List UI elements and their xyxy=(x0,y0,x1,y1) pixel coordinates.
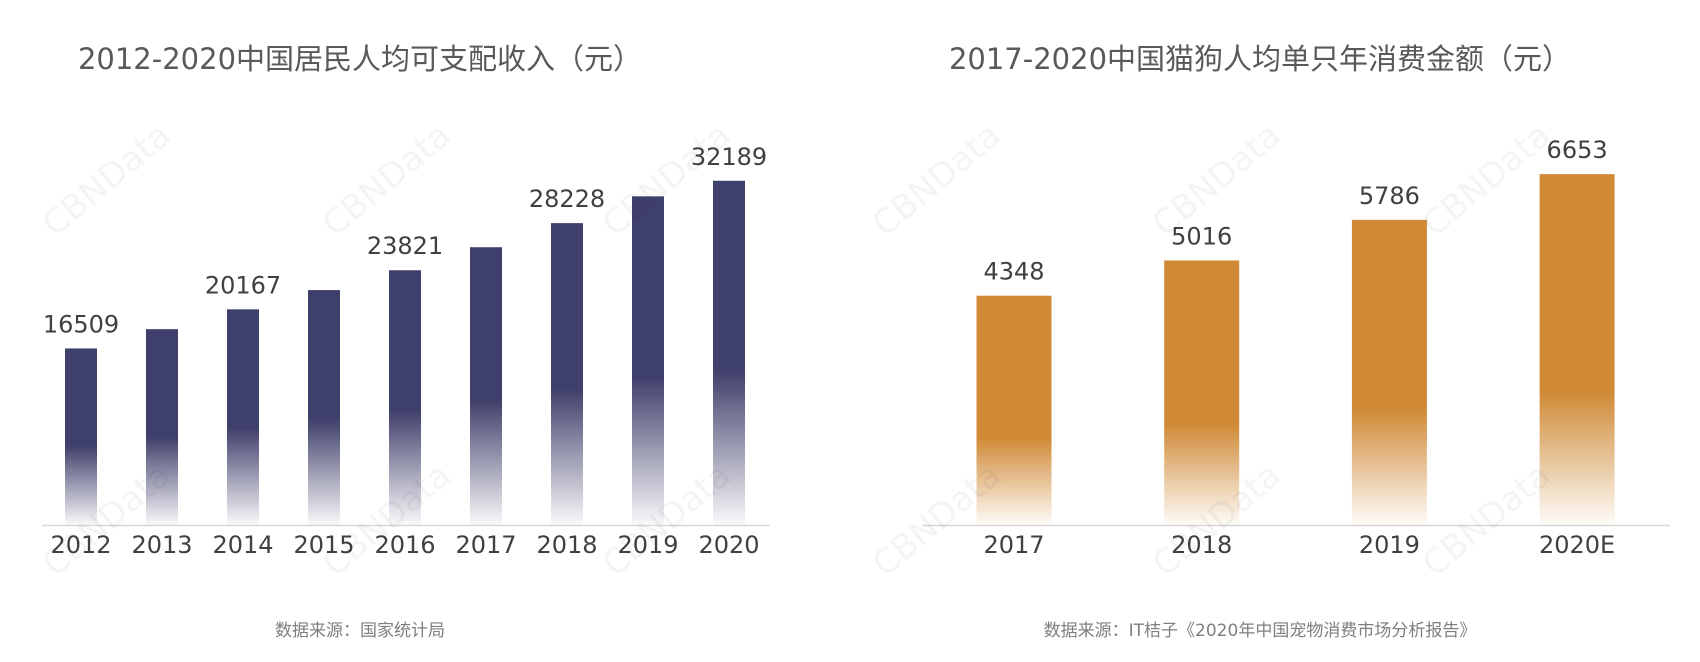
chart-panel-pet-spending: 2017-2020中国猫狗人均单只年消费金额（元） 4348 2017 5016 20… xyxy=(850,0,1700,662)
tick-label-2014: 2014 xyxy=(212,531,273,559)
tick-label-2019: 2019 xyxy=(617,531,678,559)
tick-label-2015: 2015 xyxy=(293,531,354,559)
tick-label-2017: 2017 xyxy=(983,531,1044,559)
source-note: 数据来源：IT桔子《2020年中国宠物消费市场分析报告》 xyxy=(1043,621,1477,641)
tick-label-2020E: 2020E xyxy=(1539,531,1615,559)
data-label-2020E: 6653 xyxy=(1547,136,1608,164)
tick-label-2018: 2018 xyxy=(536,531,597,559)
bar-2020 xyxy=(713,180,745,525)
bar-2016 xyxy=(389,270,421,525)
tick-label-2012: 2012 xyxy=(50,531,111,559)
bar-2017 xyxy=(976,295,1052,525)
data-label-2014: 20167 xyxy=(205,271,281,299)
bar-2014 xyxy=(227,309,259,525)
tick-label-2017: 2017 xyxy=(455,531,516,559)
data-label-2018: 5016 xyxy=(1171,222,1232,250)
data-label-2016: 23821 xyxy=(367,232,443,260)
bar-2013 xyxy=(146,329,178,525)
bar-2017 xyxy=(470,247,502,525)
tick-label-2013: 2013 xyxy=(131,531,192,559)
tick-label-2019: 2019 xyxy=(1359,531,1420,559)
chart-title: 2012-2020中国居民人均可支配收入（元） xyxy=(77,42,643,76)
source-note: 数据来源：国家统计局 xyxy=(275,621,445,641)
bar-2018 xyxy=(1164,260,1240,525)
chart-title: 2017-2020中国猫狗人均单只年消费金额（元） xyxy=(948,42,1572,76)
data-label-2019: 5786 xyxy=(1359,182,1420,210)
data-label-2012: 16509 xyxy=(43,310,119,338)
data-label-2018: 28228 xyxy=(529,185,605,213)
bar-2018 xyxy=(551,223,583,525)
bar-2019 xyxy=(1351,219,1427,525)
bar-2015 xyxy=(308,290,340,525)
data-label-2017: 4348 xyxy=(983,258,1044,286)
bar-2012 xyxy=(65,348,97,525)
tick-label-2018: 2018 xyxy=(1171,531,1232,559)
bar-2020E xyxy=(1539,174,1615,525)
bar-2019 xyxy=(632,196,664,525)
tick-label-2020: 2020 xyxy=(698,531,759,559)
tick-label-2016: 2016 xyxy=(374,531,435,559)
chart-svg-pet-spending: 4348 2017 5016 2018 5786 2019 6653 2020E xyxy=(922,136,1670,559)
data-label-2020: 32189 xyxy=(691,143,767,171)
chart-svg-income: 16509 2012 2013 20167 2014 2015 23821 2016 2017 2… xyxy=(42,143,770,559)
chart-panel-income: 2012-2020中国居民人均可支配收入（元） 16509 2012 2013 201… xyxy=(42,42,770,641)
